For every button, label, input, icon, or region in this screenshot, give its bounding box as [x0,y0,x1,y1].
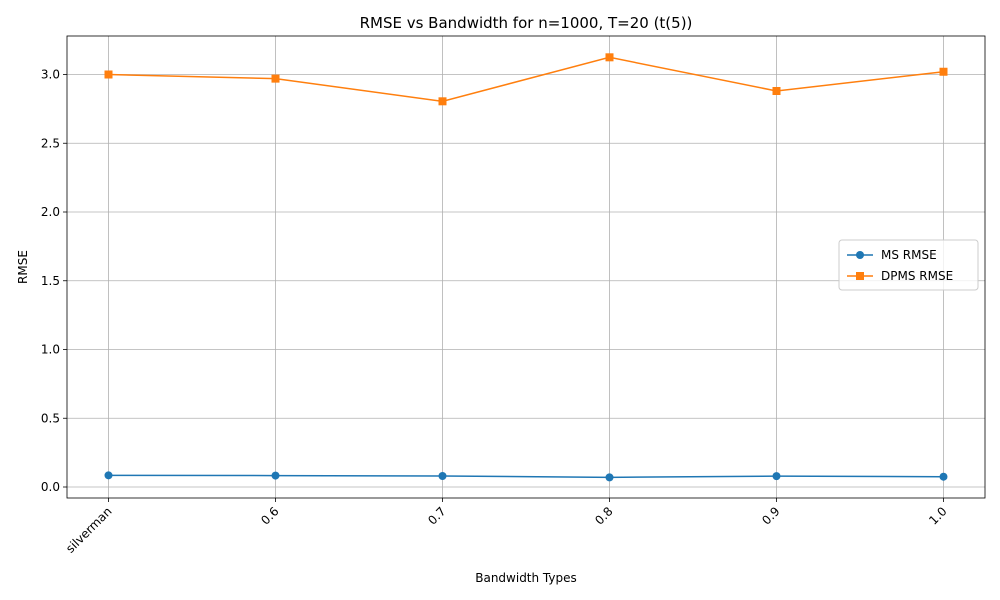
legend-label: MS RMSE [881,248,937,262]
data-point [271,471,280,480]
y-tick-label: 1.0 [41,343,60,357]
y-tick-label: 3.0 [41,68,60,82]
data-point [438,472,447,480]
data-point [438,97,447,106]
x-tick-label: 0.7 [425,504,448,527]
series-layer [104,53,948,482]
legend-entry: DPMS RMSE [847,269,953,283]
data-point [104,70,113,79]
legend-swatch-marker [856,272,864,280]
data-point [271,74,280,83]
data-point [772,87,781,95]
data-point [772,472,781,481]
y-axis-label: RMSE [16,250,30,284]
legend-box [838,239,979,291]
x-tick-label: silverman [63,504,114,555]
data-point [939,472,948,481]
x-axis-label: Bandwidth Types [475,571,577,585]
axis-ticks: silverman 0.6 0.7 0.8 0.9 1.0 0.0 0.5 1.0 1.5 2.0 2… [41,68,950,556]
legend-swatch-marker [856,251,864,259]
x-tick-label: 1.0 [926,504,949,527]
y-tick-label: 0.0 [41,480,60,494]
y-tick-label: 2.5 [41,136,60,150]
legend-entry: MS RMSE [847,248,937,262]
data-point [939,67,948,76]
series-line [108,474,944,479]
x-tick-label: 0.6 [258,504,281,527]
x-tick-label: 0.8 [592,504,615,527]
plot-frame [66,35,986,499]
y-tick-label: 2.0 [41,205,60,219]
y-tick-label: 0.5 [41,411,60,425]
y-tick-label: 1.5 [41,274,60,288]
legend-label: DPMS RMSE [881,269,953,283]
chart-title: RMSE vs Bandwidth for n=1000, T=20 (t(5)… [360,14,693,32]
data-point [104,471,113,480]
legend: MS RMSE DPMS RMSE [838,239,979,291]
x-tick-label: 0.9 [759,504,782,527]
series-2 [104,53,948,106]
series-1 [104,471,948,482]
series-line [108,56,944,103]
data-point [605,53,614,62]
data-point [605,473,614,482]
